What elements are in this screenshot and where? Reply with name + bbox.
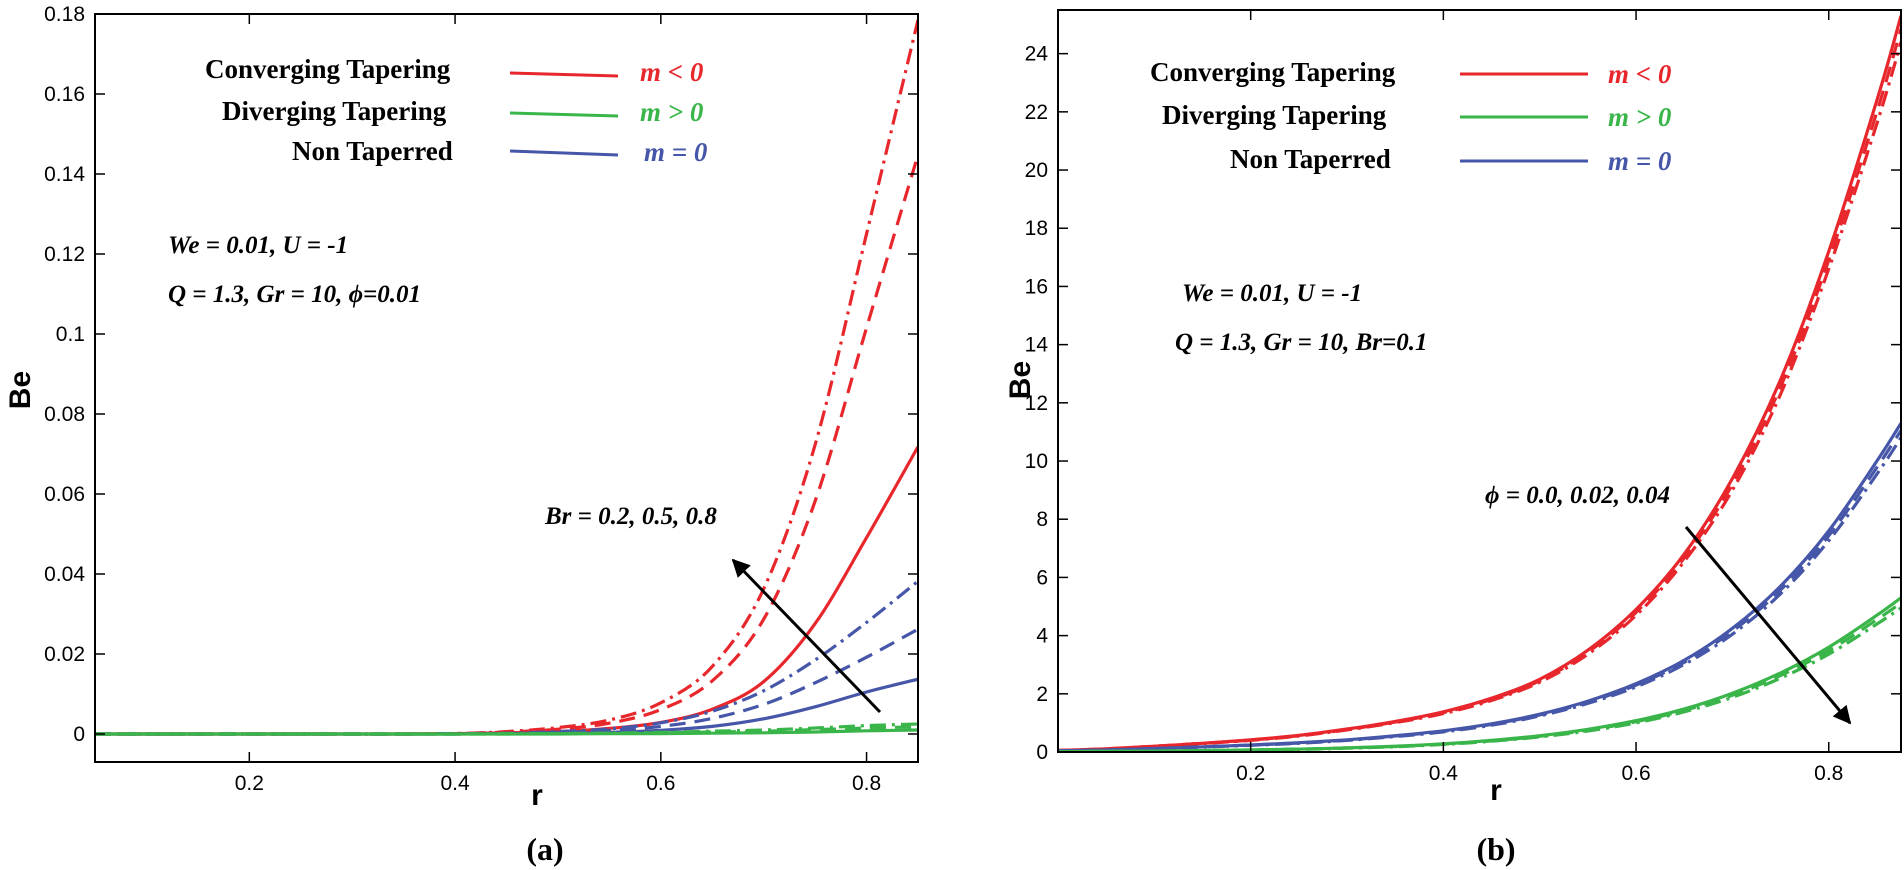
x-axis-label-a: r — [531, 779, 543, 812]
y-tick-label: 0 — [1036, 741, 1048, 764]
legend-m-diverging-b: m > 0 — [1608, 102, 1672, 132]
legend-a: Converging Tapering m < 0 Diverging Tape… — [205, 54, 708, 167]
y-tick-label: 0.06 — [44, 483, 85, 506]
x-tick-label: 0.6 — [646, 772, 675, 795]
legend-m-nontapered-b: m = 0 — [1608, 146, 1672, 176]
legend-m-converging-a: m < 0 — [640, 57, 704, 87]
x-tick-label: 0.2 — [1236, 762, 1265, 785]
legend-label-nontapered-a: Non Taperred — [292, 136, 453, 166]
legend-label-converging-a: Converging Tapering — [205, 54, 451, 84]
series-group-a — [95, 19, 918, 736]
series-line — [1058, 601, 1901, 752]
x-axis-ticks-a: 0.2 0.4 0.6 0.8 — [235, 14, 881, 795]
direction-arrow-b — [1684, 526, 1852, 725]
series-line — [95, 627, 918, 736]
series-line — [1058, 436, 1901, 752]
x-axis-label-b: r — [1490, 774, 1502, 807]
x-tick-label: 0.2 — [235, 772, 264, 795]
series-group-b — [1058, 15, 1901, 752]
y-axis-label-a: Be — [4, 371, 37, 409]
legend-label-converging-b: Converging Tapering — [1150, 57, 1396, 87]
y-tick-label: 16 — [1025, 275, 1048, 298]
y-tick-label: 2 — [1036, 683, 1048, 706]
panel-caption-b: (b) — [1476, 831, 1515, 867]
legend-m-nontapered-a: m = 0 — [644, 137, 708, 167]
y-tick-label: 0 — [73, 723, 85, 746]
y-tick-label: 4 — [1036, 625, 1048, 648]
legend-b: Converging Tapering m < 0 Diverging Tape… — [1150, 57, 1672, 176]
series-line — [1058, 596, 1901, 752]
legend-label-diverging-b: Diverging Tapering — [1162, 100, 1387, 130]
arrow-label-b: ϕ = 0.0, 0.02, 0.04 — [1485, 482, 1670, 509]
y-tick-label: 0.14 — [44, 163, 85, 186]
x-tick-label: 0.6 — [1621, 762, 1650, 785]
x-axis-ticks-b: 0.2 0.4 0.6 0.8 — [1236, 10, 1843, 785]
y-tick-label: 14 — [1025, 334, 1049, 357]
y-tick-label: 12 — [1025, 392, 1048, 415]
chart-panel-a: 0 0.02 0.04 0.06 0.08 0.1 0.12 0.14 0.16 0.18 0.2… — [4, 3, 919, 867]
params-line2-a: Q = 1.3, Gr = 10, ϕ=0.01 — [168, 281, 421, 308]
arrow-label-a: Br = 0.2, 0.5, 0.8 — [544, 503, 717, 530]
panel-caption-a: (a) — [526, 831, 563, 867]
x-tick-label: 0.4 — [440, 772, 470, 795]
y-tick-label: 0.1 — [56, 323, 85, 346]
x-tick-label: 0.8 — [852, 772, 881, 795]
direction-arrow-a — [731, 558, 882, 714]
y-tick-label: 0.12 — [44, 243, 85, 266]
series-line — [95, 677, 918, 736]
y-axis-label-b: Be — [1004, 361, 1037, 399]
y-tick-label: 0.04 — [44, 563, 85, 586]
params-line1-b: We = 0.01, U = -1 — [1182, 280, 1362, 307]
plot-frame-a — [94, 13, 919, 763]
y-tick-label: 6 — [1036, 566, 1048, 589]
legend-label-diverging-a: Diverging Tapering — [222, 96, 447, 126]
series-line — [1058, 606, 1901, 752]
y-tick-label: 20 — [1025, 159, 1048, 182]
y-tick-label: 0.02 — [44, 643, 85, 666]
legend-label-nontapered-b: Non Taperred — [1230, 144, 1391, 174]
legend-line-diverging-a — [509, 111, 619, 118]
params-line1-a: We = 0.01, U = -1 — [168, 232, 348, 259]
series-line — [1058, 41, 1901, 752]
legend-line-converging-a — [509, 71, 619, 78]
series-line — [95, 19, 918, 736]
y-axis-ticks-a: 0 0.02 0.04 0.06 0.08 0.1 0.12 0.14 0.16 0.18 — [44, 3, 918, 746]
x-tick-label: 0.8 — [1814, 762, 1843, 785]
y-tick-label: 22 — [1025, 101, 1048, 124]
y-tick-label: 0.16 — [44, 83, 85, 106]
x-tick-label: 0.4 — [1429, 762, 1459, 785]
y-tick-label: 8 — [1036, 508, 1048, 531]
y-tick-label: 0.08 — [44, 403, 85, 426]
legend-m-converging-b: m < 0 — [1608, 59, 1672, 89]
y-tick-label: 24 — [1025, 43, 1049, 66]
plot-frame-b — [1057, 9, 1902, 753]
legend-m-diverging-a: m > 0 — [640, 97, 704, 127]
y-tick-label: 10 — [1025, 450, 1048, 473]
y-tick-label: 18 — [1025, 217, 1048, 240]
series-line — [95, 722, 918, 736]
y-tick-label: 0.18 — [44, 3, 85, 26]
params-line2-b: Q = 1.3, Gr = 10, Br=0.1 — [1175, 329, 1427, 356]
legend-line-nontapered-a — [509, 149, 619, 157]
